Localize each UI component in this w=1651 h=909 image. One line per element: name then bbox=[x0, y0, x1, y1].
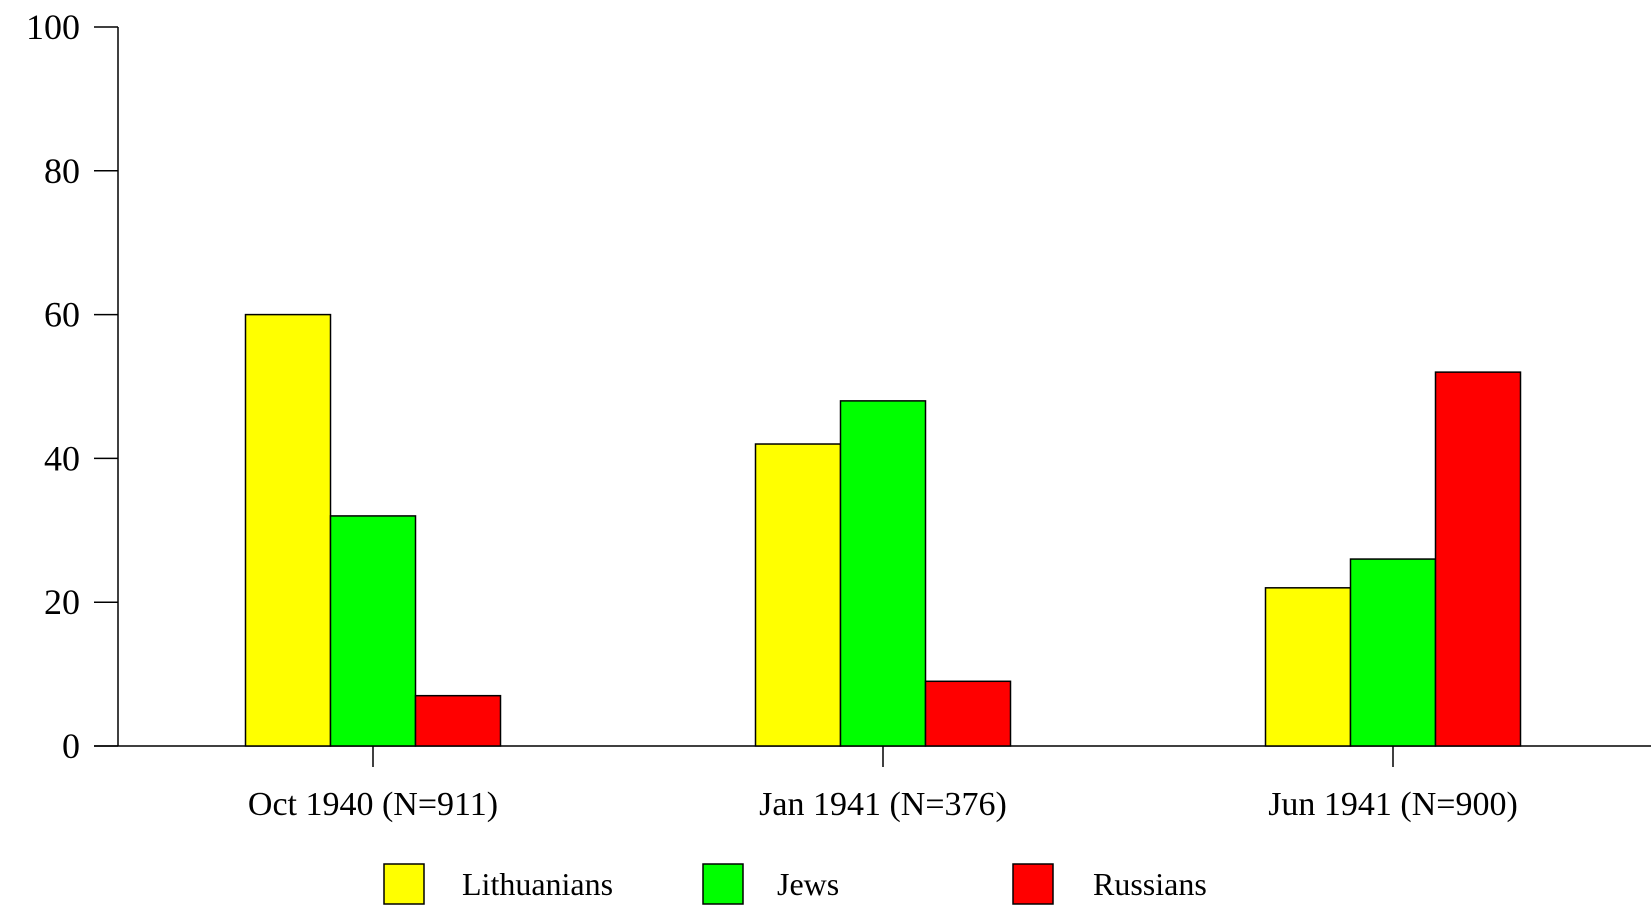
bar-lithuanians-1 bbox=[244, 313, 332, 747]
bar-russians-1 bbox=[414, 694, 502, 747]
x-category-label: Jan 1941 (N=376) bbox=[759, 786, 1007, 823]
y-tick-label: 80 bbox=[44, 151, 80, 191]
legend-swatch-jews bbox=[702, 863, 744, 905]
legend: Lithuanians Jews Russians bbox=[383, 863, 1207, 905]
x-axis: Oct 1940 (N=911) Jan 1941 (N=376) Jun 1941… bbox=[94, 745, 1651, 823]
y-tick-label: 20 bbox=[44, 582, 80, 622]
legend-swatch-russians bbox=[1012, 863, 1054, 905]
x-category-label: Jun 1941 (N=900) bbox=[1268, 786, 1518, 823]
bar-russians-3 bbox=[1434, 371, 1522, 747]
y-tick-label: 0 bbox=[62, 726, 80, 766]
bar-jews-3 bbox=[1349, 558, 1437, 747]
legend-label-russians: Russians bbox=[1093, 866, 1207, 902]
x-category-label: Oct 1940 (N=911) bbox=[248, 786, 498, 823]
y-tick-label: 60 bbox=[44, 295, 80, 335]
x-ticks: Oct 1940 (N=911) Jan 1941 (N=376) Jun 1941… bbox=[248, 746, 1518, 823]
bar-lithuanians-2 bbox=[754, 443, 842, 747]
y-tick-label: 40 bbox=[44, 438, 80, 478]
bar-jews-2 bbox=[839, 400, 927, 747]
bar-lithuanians-3 bbox=[1264, 587, 1352, 747]
legend-swatch-lithuanians bbox=[383, 863, 425, 905]
bars bbox=[244, 313, 1522, 747]
y-tick-label: 100 bbox=[26, 7, 80, 47]
bar-russians-2 bbox=[924, 680, 1012, 747]
y-ticks: 0 20 40 60 80 100 bbox=[26, 7, 118, 766]
y-axis: 0 20 40 60 80 100 bbox=[26, 7, 119, 766]
legend-label-lithuanians: Lithuanians bbox=[462, 866, 613, 902]
legend-label-jews: Jews bbox=[777, 866, 839, 902]
bar-jews-1 bbox=[329, 515, 417, 747]
